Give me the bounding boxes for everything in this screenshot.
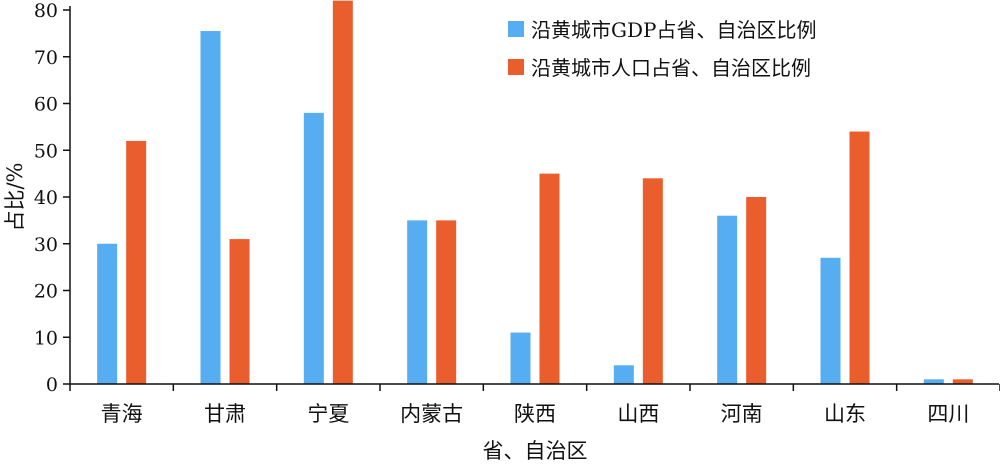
bar-population bbox=[642, 178, 663, 384]
y-axis-title: 占比/% bbox=[3, 162, 27, 231]
legend-swatch bbox=[508, 59, 524, 75]
y-tick-label: 40 bbox=[34, 187, 58, 209]
x-tick-label: 山西 bbox=[617, 402, 659, 426]
x-tick-label: 内蒙古 bbox=[400, 402, 463, 426]
x-tick-label: 四川 bbox=[927, 402, 969, 426]
legend-swatch bbox=[508, 21, 524, 37]
bar-population bbox=[126, 140, 147, 384]
axes-group bbox=[69, 6, 999, 385]
y-tick-label: 60 bbox=[34, 94, 58, 116]
y-tick-label: 30 bbox=[34, 234, 58, 256]
bar-population bbox=[539, 173, 560, 384]
legend-label: 沿黄城市人口占省、自治区比例 bbox=[531, 56, 811, 80]
y-tick-label: 20 bbox=[34, 281, 58, 303]
bar-population bbox=[952, 379, 973, 384]
legend-label: 沿黄城市GDP占省、自治区比例 bbox=[531, 18, 816, 42]
bar-population bbox=[229, 239, 250, 384]
bar-population bbox=[849, 131, 870, 384]
y-tick-label: 50 bbox=[34, 140, 58, 162]
x-tick-label: 青海 bbox=[101, 402, 143, 426]
bar-gdp bbox=[303, 112, 324, 384]
x-axis-title: 省、自治区 bbox=[483, 439, 588, 463]
bar-population bbox=[436, 220, 457, 384]
bar-gdp bbox=[510, 332, 531, 384]
bars-group bbox=[97, 0, 973, 385]
x-ticks-group: 青海 甘肃 宁夏 内蒙古 陕西 山西 河南 山东 四川 bbox=[69, 384, 1000, 426]
bar-gdp bbox=[613, 365, 634, 384]
y-tick-label: 10 bbox=[34, 327, 58, 349]
bar-population bbox=[332, 0, 353, 385]
bar-gdp bbox=[200, 31, 221, 384]
x-tick-label: 甘肃 bbox=[204, 402, 246, 426]
x-tick-label: 陕西 bbox=[514, 402, 556, 426]
y-tick-label: 80 bbox=[34, 0, 58, 22]
x-tick-label: 河南 bbox=[721, 402, 763, 426]
y-tick-label: 70 bbox=[34, 47, 58, 69]
bar-gdp bbox=[97, 243, 118, 384]
bar-population bbox=[746, 197, 767, 384]
bar-gdp bbox=[717, 215, 738, 384]
bar-gdp bbox=[820, 257, 841, 384]
y-ticks-group: 0 10 20 30 40 50 60 70 80 bbox=[34, 0, 70, 396]
bar-gdp bbox=[407, 220, 428, 384]
x-tick-label: 宁夏 bbox=[307, 402, 349, 426]
bar-gdp bbox=[923, 379, 944, 384]
x-tick-label: 山东 bbox=[824, 402, 866, 426]
y-tick-label: 0 bbox=[46, 374, 58, 396]
